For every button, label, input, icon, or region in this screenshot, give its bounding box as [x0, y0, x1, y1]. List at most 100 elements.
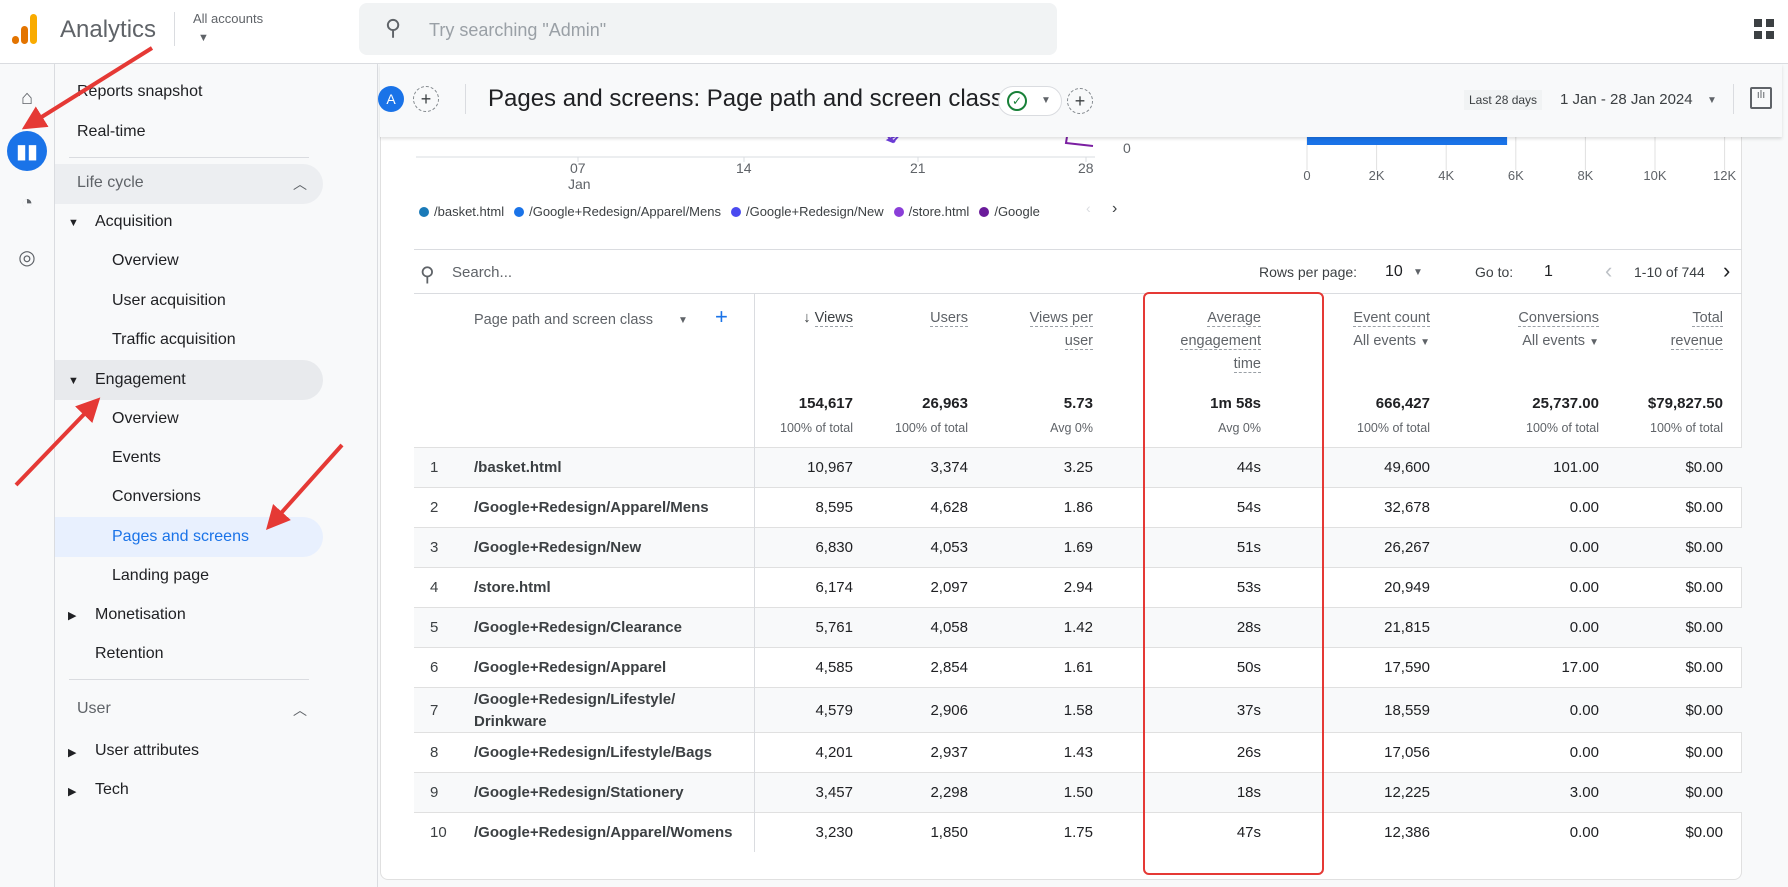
event-filter-select[interactable]: All events: [1353, 333, 1417, 349]
bar-x-tick: 8K: [1577, 168, 1594, 183]
explore-icon[interactable]: ◔: [20, 191, 34, 214]
legend-dot-icon: [893, 207, 904, 217]
account-selector[interactable]: All accounts: [193, 11, 264, 26]
nav-engagement-bg[interactable]: [55, 360, 323, 400]
table-row[interactable]: 9/Google+Redesign/Stationery 3,457 2,298 1.…: [414, 772, 1742, 812]
table-row[interactable]: 1/basket.html 10,967 3,374 3.25 44s 49,600 101…: [414, 447, 1742, 487]
search-bar[interactable]: ⚲ Try searching "Admin": [359, 3, 1057, 55]
cell-users: 2,097: [930, 579, 968, 596]
nav-eng-overview[interactable]: Overview: [112, 410, 179, 427]
legend-item[interactable]: /Google: [979, 204, 1040, 219]
advertising-icon[interactable]: ◎: [18, 246, 36, 269]
caret-down-icon[interactable]: ▼: [198, 32, 209, 44]
row-page-path[interactable]: /basket.html: [474, 459, 562, 476]
nav-lifecycle-header[interactable]: [55, 164, 323, 204]
row-page-path[interactable]: /Google+Redesign/New: [474, 539, 642, 556]
nav-engagement[interactable]: Engagement: [95, 371, 186, 388]
caret-down-icon[interactable]: ▼: [68, 217, 79, 229]
row-page-path[interactable]: /Google+Redesign/Lifestyle/Bags: [474, 744, 712, 761]
caret-down-icon[interactable]: ▼: [1707, 95, 1717, 106]
caret-down-icon: ▼: [1041, 95, 1051, 106]
cell-conv: 3.00: [1569, 784, 1599, 801]
table-row[interactable]: 7/Google+Redesign/Lifestyle/ Drinkware 4,…: [414, 687, 1742, 732]
nav-real-time[interactable]: Real-time: [77, 123, 146, 140]
header-total-revenue[interactable]: Total revenue: [1670, 307, 1723, 353]
apps-grid-icon[interactable]: [1754, 19, 1774, 39]
nav-user-acquisition[interactable]: User acquisition: [112, 292, 226, 309]
header-views[interactable]: ↓ Views: [803, 307, 853, 330]
nav-conversions[interactable]: Conversions: [112, 488, 201, 505]
table-search-input[interactable]: Search...: [452, 264, 513, 281]
table-row[interactable]: 6/Google+Redesign/Apparel 4,585 2,854 1.61 5…: [414, 647, 1742, 687]
nav-events[interactable]: Events: [112, 449, 161, 466]
caret-down-icon[interactable]: ▼: [1589, 337, 1599, 348]
nav-tech[interactable]: Tech: [95, 781, 129, 798]
nav-pages-and-screens[interactable]: Pages and screens: [112, 528, 249, 545]
add-dimension-icon[interactable]: +: [715, 304, 728, 329]
table-row[interactable]: 2/Google+Redesign/Apparel/Mens 8,595 4,628…: [414, 487, 1742, 527]
legend-item[interactable]: /Google+Redesign/Apparel/Mens: [514, 204, 721, 219]
header-users[interactable]: Users: [930, 307, 968, 330]
date-range-picker[interactable]: 1 Jan - 28 Jan 2024: [1560, 91, 1693, 108]
header-event-count[interactable]: Event count All events ▼: [1353, 307, 1430, 354]
reports-icon[interactable]: ▮▮: [7, 131, 47, 171]
nav-landing-page[interactable]: Landing page: [112, 567, 209, 584]
analytics-logo[interactable]: [12, 14, 38, 44]
legend-prev-icon[interactable]: ‹: [1086, 200, 1091, 216]
nav-reports-snapshot[interactable]: Reports snapshot: [77, 83, 203, 100]
header-views-per-user[interactable]: Views per user: [1029, 307, 1093, 353]
row-page-path[interactable]: /Google+Redesign/Apparel/Mens: [474, 499, 709, 516]
home-icon[interactable]: ⌂: [20, 86, 34, 109]
header-label-line: time: [1233, 356, 1261, 373]
nav-traffic-acquisition[interactable]: Traffic acquisition: [112, 331, 236, 348]
next-page-icon[interactable]: ›: [1723, 258, 1731, 283]
header-avg-engagement-time[interactable]: Average engagement time: [1180, 307, 1261, 376]
legend-item[interactable]: /Google+Redesign/New: [730, 204, 884, 219]
rows-per-page-select[interactable]: 10: [1385, 263, 1403, 280]
caret-down-icon[interactable]: ▼: [68, 375, 79, 387]
dimension-header[interactable]: Page path and screen class: [474, 312, 653, 328]
table-row[interactable]: 3/Google+Redesign/New 6,830 4,053 1.69 51s 26…: [414, 527, 1742, 567]
nav-user-attributes[interactable]: User attributes: [95, 742, 200, 759]
goto-input[interactable]: 1: [1544, 263, 1553, 280]
search-input[interactable]: Try searching "Admin": [429, 20, 607, 40]
cell-vpu: 1.69: [1063, 539, 1093, 556]
cell-aet: 51s: [1236, 539, 1261, 556]
row-page-path[interactable]: /Google+Redesign/Stationery: [474, 784, 684, 801]
prev-page-icon[interactable]: ‹: [1605, 258, 1613, 283]
conversion-filter-select[interactable]: All events: [1522, 333, 1586, 349]
row-page-path[interactable]: /Google+Redesign/Apparel: [474, 659, 667, 676]
customize-report-icon[interactable]: ılı: [1750, 87, 1772, 109]
nav-acquisition[interactable]: Acquisition: [95, 213, 173, 230]
table-row[interactable]: 5/Google+Redesign/Clearance 5,761 4,058 1.4…: [414, 607, 1742, 647]
row-page-path[interactable]: /Google+Redesign/Clearance: [474, 619, 682, 636]
caret-right-icon[interactable]: ▶: [68, 610, 77, 622]
table-row[interactable]: 10/Google+Redesign/Apparel/Womens 3,230 1,…: [414, 812, 1742, 852]
nav-monetisation[interactable]: Monetisation: [95, 606, 186, 623]
legend-item[interactable]: /basket.html: [419, 204, 504, 219]
row-page-path[interactable]: /Google+Redesign/Apparel/Womens: [474, 824, 733, 841]
row-page-path[interactable]: /store.html: [474, 579, 551, 596]
nav-acq-overview[interactable]: Overview: [112, 252, 179, 269]
legend-item[interactable]: /store.html: [893, 204, 969, 219]
row-page-path[interactable]: /Google+Redesign/Lifestyle/ Drinkware: [474, 691, 676, 730]
chevron-up-icon[interactable]: ︿: [293, 176, 307, 192]
caret-right-icon[interactable]: ▶: [68, 747, 77, 759]
add-filter-icon[interactable]: +: [1067, 88, 1093, 114]
chevron-up-icon[interactable]: ︿: [293, 702, 307, 718]
comparison-avatar[interactable]: A: [378, 86, 404, 112]
add-comparison-icon[interactable]: +: [413, 86, 439, 112]
caret-down-icon[interactable]: ▼: [1413, 267, 1423, 278]
report-status-dropdown[interactable]: ✓ ▼: [998, 86, 1062, 116]
header-label-line: revenue: [1670, 333, 1723, 350]
legend-next-icon[interactable]: ›: [1112, 200, 1118, 217]
header-conversions[interactable]: Conversions All events ▼: [1518, 307, 1599, 354]
sort-desc-icon: ↓: [803, 310, 815, 326]
table-row[interactable]: 8/Google+Redesign/Lifestyle/Bags 4,201 2,9…: [414, 732, 1742, 772]
caret-down-icon[interactable]: ▼: [678, 315, 688, 326]
caret-right-icon[interactable]: ▶: [68, 786, 77, 798]
nav-retention[interactable]: Retention: [95, 645, 164, 662]
cell-views: 10,967: [807, 459, 853, 476]
table-row[interactable]: 4/store.html 6,174 2,097 2.94 53s 20,949 0.00 $…: [414, 567, 1742, 607]
caret-down-icon[interactable]: ▼: [1420, 337, 1430, 348]
